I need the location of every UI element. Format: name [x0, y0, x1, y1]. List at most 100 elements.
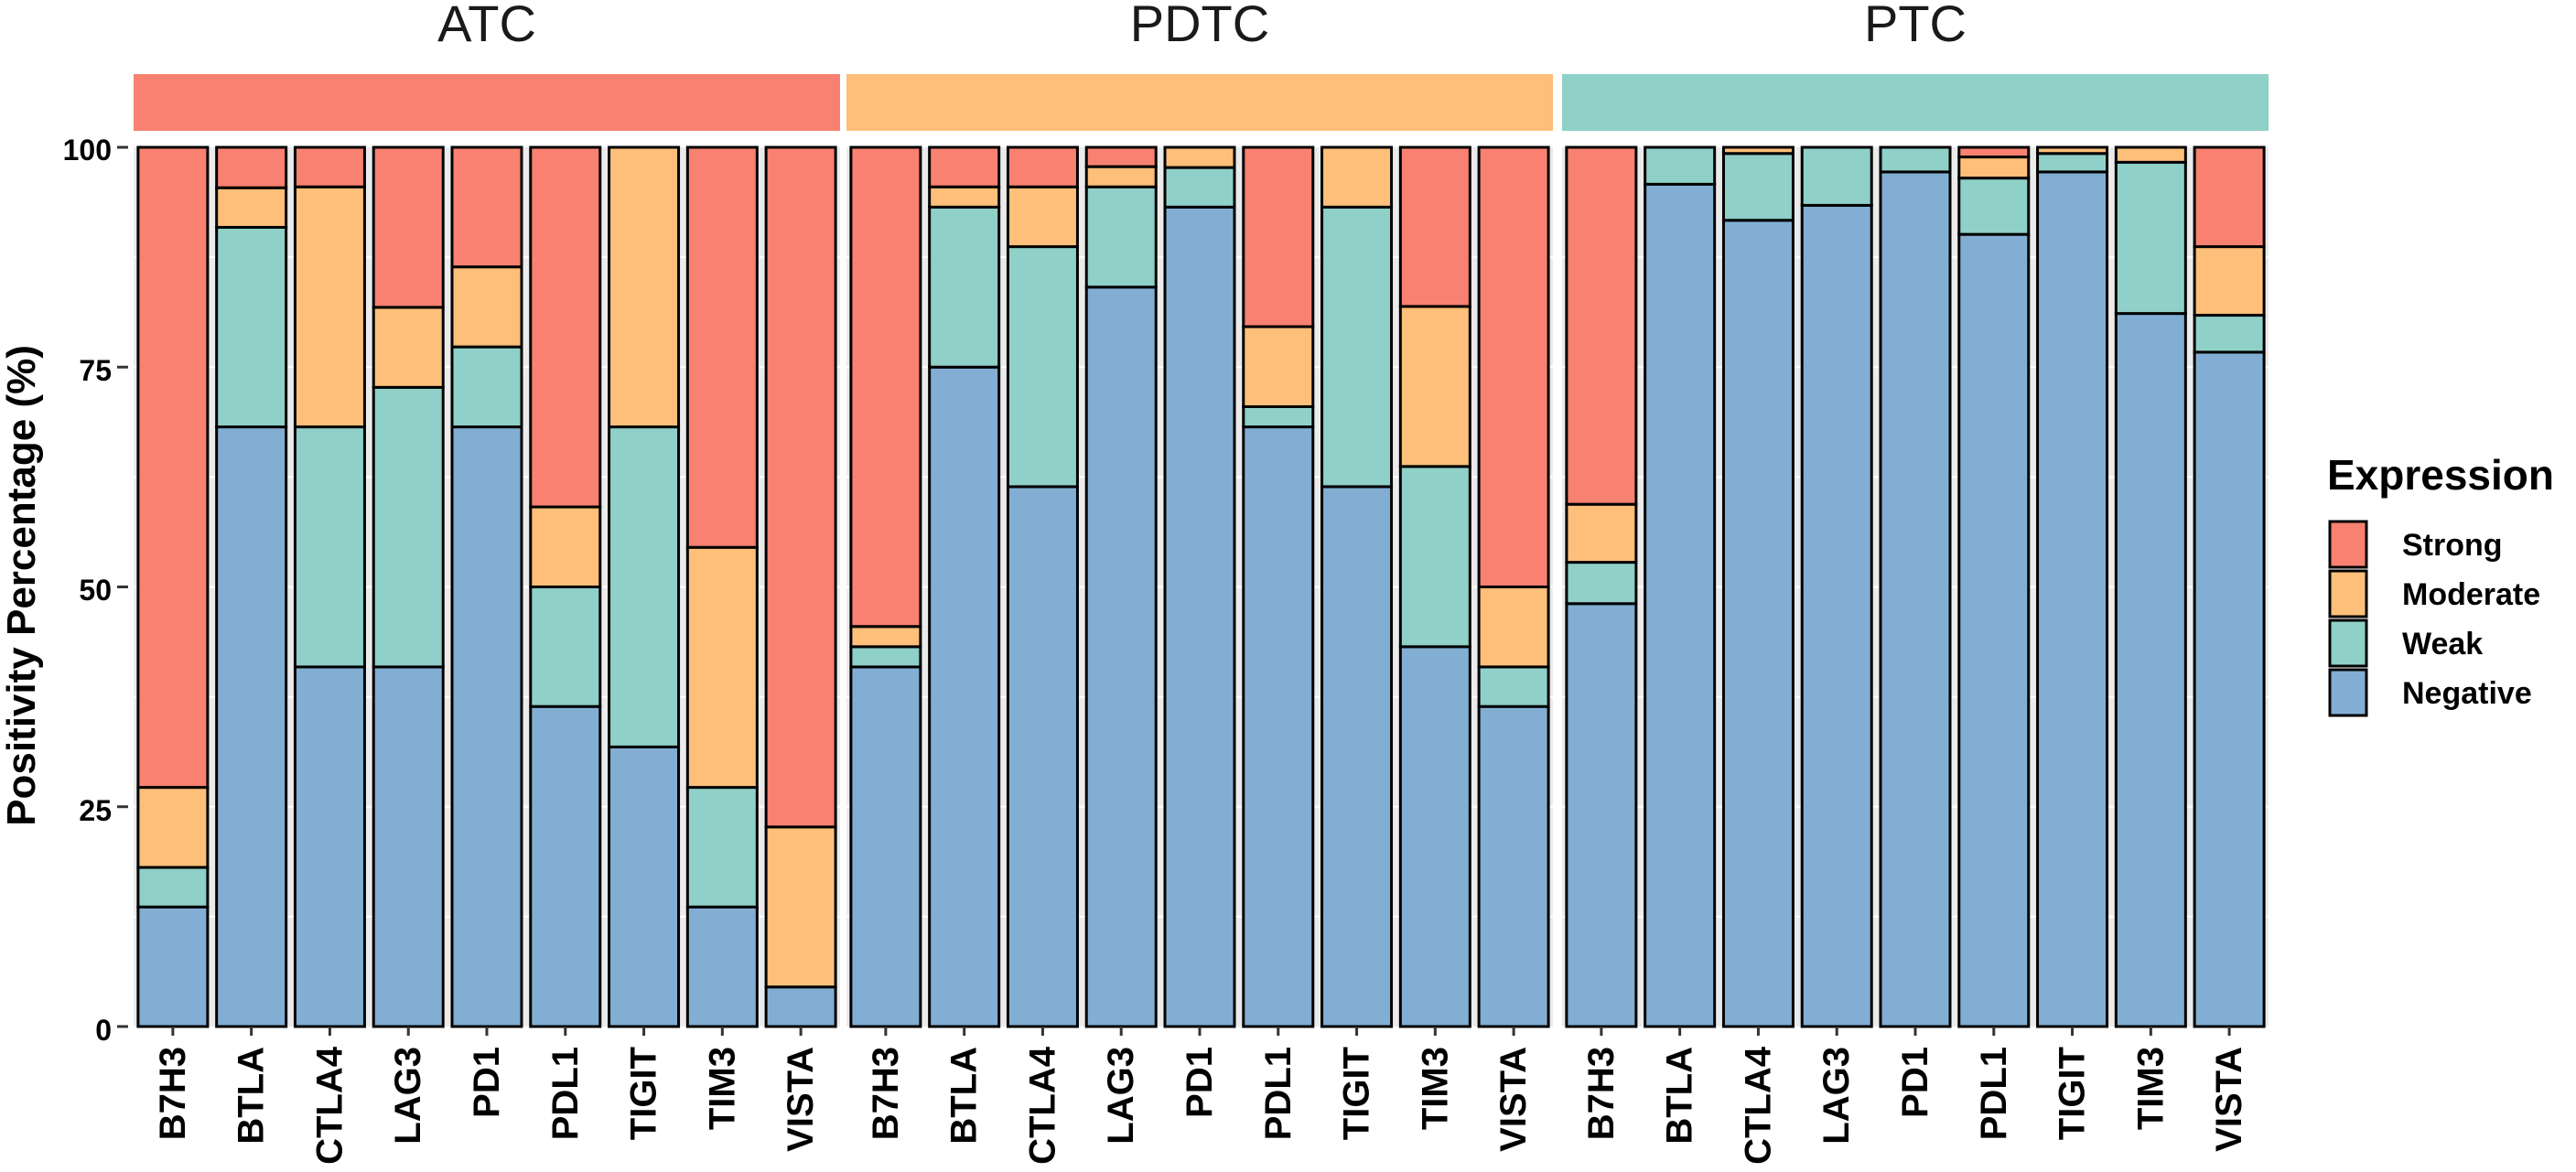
- bar-segment-weak: [293, 425, 366, 669]
- bar-segment-moderate: [1006, 185, 1079, 249]
- facet-strip: [134, 74, 840, 131]
- bar-segment-moderate: [1565, 502, 1638, 564]
- facet-atc: ATC B7H3 BTLA CTLA4 LAG3 PD1 PDL1 TIGIT TIM3 VIST…: [134, 0, 840, 1165]
- bar-segment-weak: [1644, 145, 1717, 186]
- bar-segment-strong: [764, 145, 837, 829]
- bar-segment-negative: [849, 665, 922, 1028]
- facet-ptc: PTC B7H3 BTLA CTLA4 LAG3 PD1 PDL1 TIGIT TIM3 VIST…: [1562, 0, 2269, 1165]
- x-tick-label: PDL1: [1258, 1047, 1299, 1140]
- bar-segment-moderate: [849, 625, 922, 649]
- bar-segment-weak: [608, 425, 681, 748]
- bar-segment-negative: [1320, 485, 1394, 1028]
- bar-segment-negative: [1242, 425, 1315, 1028]
- bar-segment-moderate: [372, 306, 445, 389]
- x-tick-label: TIGIT: [1337, 1047, 1377, 1140]
- bar-segment-negative: [1477, 704, 1550, 1028]
- bar-segment-moderate: [764, 825, 837, 989]
- bar-segment-negative: [372, 665, 445, 1028]
- bar-segment-moderate: [2114, 145, 2187, 164]
- bar-segment-moderate: [685, 545, 759, 790]
- x-tick-label: PD1: [1180, 1047, 1220, 1118]
- bar-segment-weak: [1721, 152, 1795, 222]
- x-tick-label: CTLA4: [1738, 1046, 1778, 1165]
- x-tick-label: TIM3: [1415, 1047, 1455, 1130]
- x-tick-label: LAG3: [1101, 1047, 1141, 1145]
- bar-segment-weak: [849, 645, 922, 669]
- bar-segment-strong: [1565, 145, 1638, 506]
- bar-segment-weak: [2036, 152, 2109, 174]
- bar-segment-negative: [1084, 285, 1158, 1028]
- facet-title: ATC: [437, 0, 536, 52]
- bar-segment-strong: [1242, 145, 1315, 328]
- bar-segment-strong: [1084, 145, 1158, 168]
- bar-segment-moderate: [2036, 145, 2109, 156]
- bar-segment-negative: [928, 365, 1001, 1028]
- legend-key-negative: [2328, 668, 2368, 717]
- x-tick-label: TIM3: [702, 1047, 742, 1130]
- bar-segment-moderate: [529, 505, 602, 589]
- y-tick-label: 50: [79, 574, 112, 607]
- bar-segment-weak: [1879, 145, 1952, 174]
- x-tick-label: VISTA: [2209, 1047, 2249, 1152]
- bar-segment-negative: [1879, 170, 1952, 1028]
- bar-segment-strong: [215, 145, 288, 189]
- bar-segment-strong: [293, 145, 366, 188]
- bar-segment-strong: [136, 145, 210, 790]
- bar-segment-strong: [450, 145, 523, 269]
- bar-segment-strong: [1957, 145, 2031, 159]
- bar-segment-moderate: [1477, 586, 1550, 669]
- y-tick-label: 100: [63, 134, 112, 167]
- x-tick-label: CTLA4: [309, 1046, 350, 1165]
- bar-segment-strong: [1477, 145, 1550, 588]
- legend-label-negative: Negative: [2402, 676, 2532, 711]
- bar-segment-weak: [136, 866, 210, 909]
- bar-segment-strong: [372, 145, 445, 309]
- bar-segment-moderate: [1242, 325, 1315, 408]
- x-tick-label: PD1: [467, 1047, 507, 1118]
- bar-segment-negative: [1644, 182, 1717, 1028]
- x-tick-label: VISTA: [1493, 1047, 1534, 1152]
- bar-segment-weak: [215, 225, 288, 429]
- bar-segment-weak: [1565, 561, 1638, 606]
- bar-segment-weak: [1242, 404, 1315, 429]
- legend-title: Expression: [2327, 451, 2554, 499]
- bar-segment-strong: [2193, 145, 2266, 249]
- bar-segment-weak: [1006, 245, 1079, 489]
- bar-segment-weak: [928, 205, 1001, 369]
- bar-segment-weak: [1084, 185, 1158, 289]
- x-tick-label: CTLA4: [1022, 1046, 1062, 1165]
- y-axis: 0 25 50 75 100: [63, 134, 112, 1047]
- x-tick-label: VISTA: [781, 1047, 821, 1152]
- bar-segment-weak: [685, 786, 759, 909]
- x-tick-label: PDL1: [545, 1047, 586, 1140]
- bar-segment-weak: [1320, 205, 1394, 489]
- bar-segment-moderate: [1957, 156, 2031, 180]
- y-axis-title: Positivity Percentage (%): [0, 345, 44, 826]
- legend: Expression Strong Moderate Weak Negative: [2327, 451, 2554, 717]
- bar-segment-strong: [928, 145, 1001, 188]
- bar-segment-negative: [2193, 350, 2266, 1028]
- bar-segment-negative: [1163, 205, 1236, 1028]
- bar-segment-weak: [450, 345, 523, 429]
- bar-segment-moderate: [293, 185, 366, 429]
- bar-segment-strong: [529, 145, 602, 509]
- bar-segment-strong: [1398, 145, 1471, 308]
- x-tick-label: TIM3: [2130, 1047, 2171, 1130]
- bar-segment-weak: [1163, 166, 1236, 209]
- bar-segment-negative: [1006, 485, 1079, 1028]
- facet-pdtc: PDTC B7H3 BTLA CTLA4 LAG3 PD1 PDL1 TIGIT TIM3 VIS…: [846, 0, 1553, 1165]
- y-tick-label: 0: [95, 1014, 112, 1047]
- facet-strip: [1562, 74, 2269, 131]
- x-tick-label: PDL1: [1974, 1047, 2014, 1140]
- bar-segment-moderate: [450, 265, 523, 349]
- bar-segment-weak: [1957, 177, 2031, 236]
- bar-segment-moderate: [215, 186, 288, 229]
- bar-segment-strong: [1006, 145, 1079, 188]
- bar-segment-moderate: [2193, 245, 2266, 317]
- bar-segment-negative: [1800, 203, 1873, 1028]
- bar-segment-negative: [1957, 232, 2031, 1028]
- bar-segment-negative: [2036, 170, 2109, 1028]
- bar-segment-negative: [450, 425, 523, 1028]
- legend-key-moderate: [2328, 569, 2368, 618]
- legend-key-weak: [2328, 618, 2368, 668]
